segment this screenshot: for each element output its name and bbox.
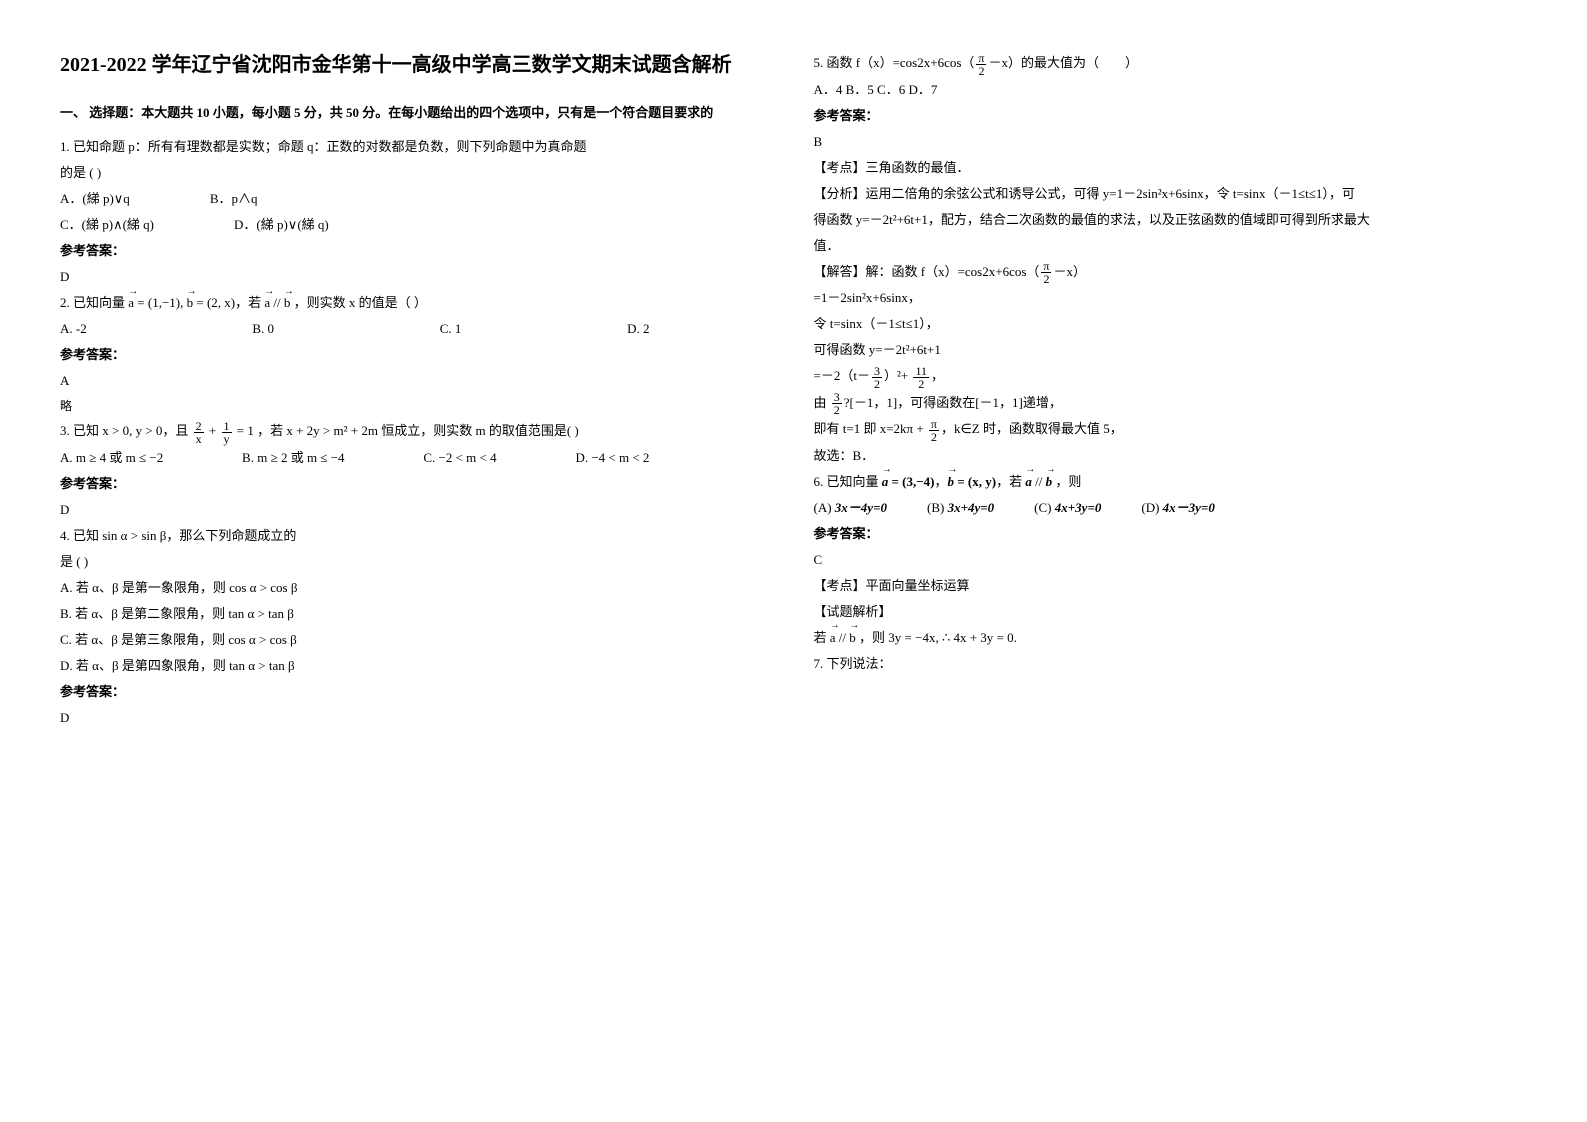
q6-sol: 若 a // b ，则 3y = −4x, ∴ 4x + 3y = 0.: [814, 625, 1528, 651]
q2-ans: A: [60, 368, 754, 394]
q6-opts: (A) 3x－4y=0 (B) 3x+4y=0 (C) 4x+3y=0 (D) …: [814, 495, 1528, 521]
q3-ans-label: 参考答案：: [60, 471, 754, 497]
q2-optD: D. 2: [627, 316, 649, 342]
q3-optB: B. m ≥ 2 或 m ≤ −4: [242, 445, 345, 471]
q3-stem: 3. 已知 x > 0, y > 0，且 2x + 1y = 1 ，若 x + …: [60, 418, 754, 445]
q1-opts-2: C．(綈 p)∧(綈 q) D．(綈 p)∨(綈 q): [60, 212, 754, 238]
q5-sol-6: 由 32?[－1，1]，可得函数在[－1，1]递增，: [814, 390, 1528, 417]
q1-ans: D: [60, 264, 754, 290]
q4-ans-label: 参考答案：: [60, 679, 754, 705]
q4-ans: D: [60, 705, 754, 731]
q2-optC: C. 1: [440, 316, 462, 342]
q1-optB: B．p∧q: [210, 186, 258, 212]
q6-stem: 6. 已知向量 a = (3,−4)，b = (x, y)，若 a // b ，…: [814, 469, 1528, 495]
doc-title: 2021-2022 学年辽宁省沈阳市金华第十一高级中学高三数学文期末试题含解析: [60, 50, 754, 80]
q3-opts: A. m ≥ 4 或 m ≤ −2 B. m ≥ 2 或 m ≤ −4 C. −…: [60, 445, 649, 471]
q2-optB: B. 0: [252, 316, 274, 342]
q5-sol-4: 可得函数 y=－2t²+6t+1: [814, 337, 1528, 363]
q3-optA: A. m ≥ 4 或 m ≤ −2: [60, 445, 163, 471]
q6-optC: (C) 4x+3y=0: [1034, 495, 1101, 521]
q6-ana: 【试题解析】: [814, 599, 1528, 625]
q4-optB: B. 若 α、β 是第二象限角，则 tan α > tan β: [60, 601, 754, 627]
page-container: 2021-2022 学年辽宁省沈阳市金华第十一高级中学高三数学文期末试题含解析 …: [0, 0, 1587, 1122]
right-column: 5. 函数 f（x）=cos2x+6cos（π2－x）的最大值为（ ） A．4 …: [794, 0, 1587, 1122]
q5-sol-5: =－2（t－32）²+ 112，: [814, 363, 1528, 390]
q6-optA: (A) 3x－4y=0: [814, 495, 887, 521]
q1-stem-a: 1. 已知命题 p：所有有理数都是实数；命题 q：正数的对数都是负数，则下列命题…: [60, 134, 754, 160]
q1-optD: D．(綈 p)∨(綈 q): [234, 212, 329, 238]
q5-sol-8: 故选：B．: [814, 443, 1528, 469]
q5-ana-2: 得函数 y=－2t²+6t+1，配方，结合二次函数的最值的求法，以及正弦函数的值…: [814, 207, 1528, 233]
q2-note: 略: [60, 394, 754, 418]
q4-optC: C. 若 α、β 是第三象限角，则 cos α > cos β: [60, 627, 754, 653]
q4-stem: 4. 已知 sin α > sin β，那么下列命题成立的: [60, 523, 754, 549]
q5-tag: 【考点】三角函数的最值．: [814, 155, 1528, 181]
q2-optA: A. -2: [60, 316, 87, 342]
left-column: 2021-2022 学年辽宁省沈阳市金华第十一高级中学高三数学文期末试题含解析 …: [0, 0, 794, 1122]
q5-ans: B: [814, 129, 1528, 155]
q5-sol-2: =1－2sin²x+6sinx，: [814, 285, 1528, 311]
q2-ans-label: 参考答案：: [60, 342, 754, 368]
q3-ans: D: [60, 497, 754, 523]
q6-tag: 【考点】平面向量坐标运算: [814, 573, 1528, 599]
q5-stem: 5. 函数 f（x）=cos2x+6cos（π2－x）的最大值为（ ）: [814, 50, 1528, 77]
q1-optC: C．(綈 p)∧(綈 q): [60, 212, 154, 238]
q3-optD: D. −4 < m < 2: [575, 445, 649, 471]
q1-stem-b: 的是 ( ): [60, 160, 754, 186]
q4-optA: A. 若 α、β 是第一象限角，则 cos α > cos β: [60, 575, 754, 601]
q4-stem-2: 是 ( ): [60, 549, 754, 575]
q3-optC: C. −2 < m < 4: [423, 445, 496, 471]
q6-optD: (D) 4x－3y=0: [1141, 495, 1214, 521]
q2-opts: A. -2 B. 0 C. 1 D. 2: [60, 316, 649, 342]
q5-opts: A．4 B．5 C．6 D．7: [814, 77, 1528, 103]
q2-stem: 2. 已知向量 a = (1,−1), b = (2, x)，若 a // b …: [60, 290, 754, 316]
q5-sol-7: 即有 t=1 即 x=2kπ + π2，k∈Z 时，函数取得最大值 5，: [814, 416, 1528, 443]
q1-opts-1: A．(綈 p)∨q B．p∧q: [60, 186, 754, 212]
q6-ans-label: 参考答案：: [814, 521, 1528, 547]
q1-ans-label: 参考答案：: [60, 238, 754, 264]
q4-optD: D. 若 α、β 是第四象限角，则 tan α > tan β: [60, 653, 754, 679]
q6-optB: (B) 3x+4y=0: [927, 495, 994, 521]
q7-stem: 7. 下列说法：: [814, 651, 1528, 677]
q1-optA: A．(綈 p)∨q: [60, 186, 130, 212]
q6-ans: C: [814, 547, 1528, 573]
q5-sol-1: 【解答】解：函数 f（x）=cos2x+6cos（π2－x）: [814, 259, 1528, 286]
q5-ana-3: 值．: [814, 233, 1528, 259]
section-head: 一、 选择题：本大题共 10 小题，每小题 5 分，共 50 分。在每小题给出的…: [60, 100, 754, 126]
q5-ans-label: 参考答案：: [814, 103, 1528, 129]
q5-sol-3: 令 t=sinx（－1≤t≤1），: [814, 311, 1528, 337]
q5-ana-1: 【分析】运用二倍角的余弦公式和诱导公式，可得 y=1－2sin²x+6sinx，…: [814, 181, 1528, 207]
